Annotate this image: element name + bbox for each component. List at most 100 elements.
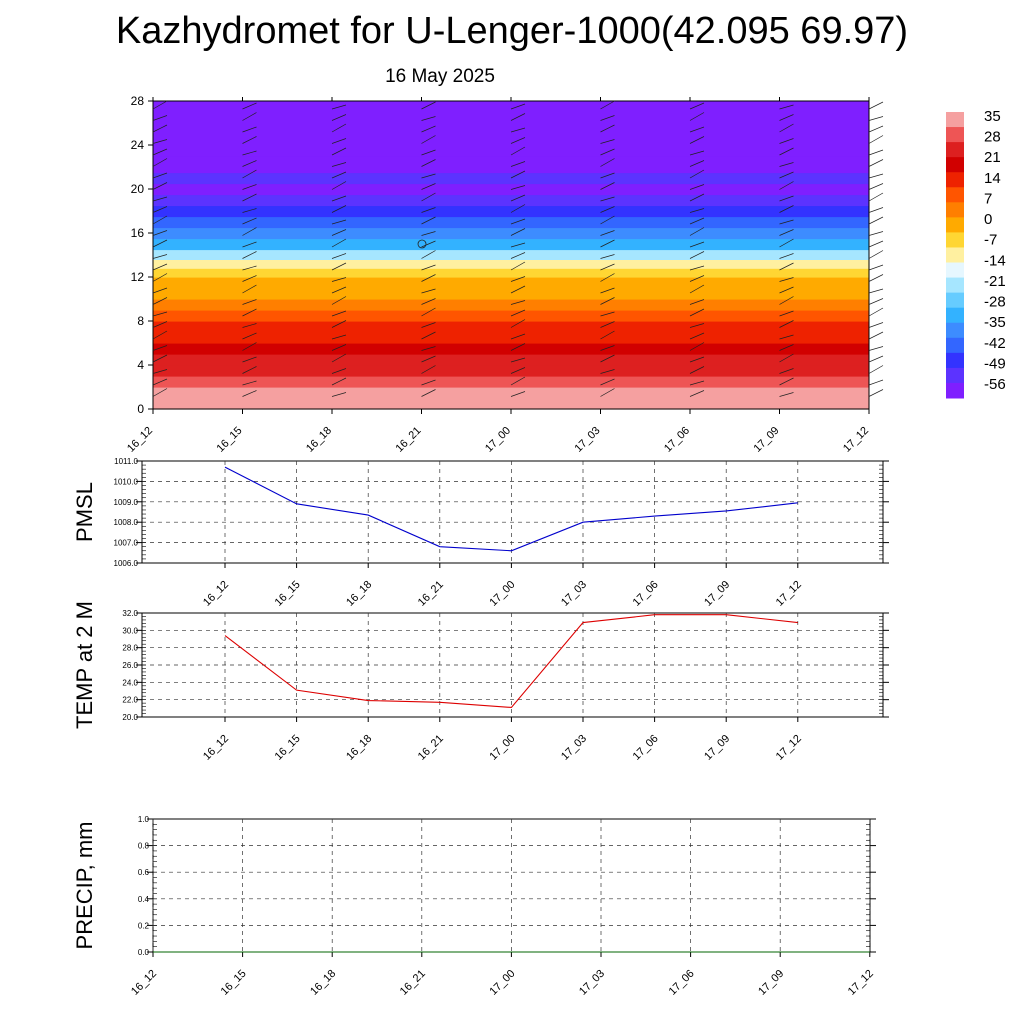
wind-barb <box>600 158 615 167</box>
wind-barb <box>600 148 615 156</box>
wind-barb <box>779 147 794 156</box>
heatmap-band <box>153 172 869 185</box>
y-tick-label: 1011.0 <box>114 457 138 466</box>
wind-barb <box>421 389 436 397</box>
wind-barb <box>689 112 705 121</box>
heatmap-band <box>153 194 869 207</box>
wind-barb <box>779 296 794 305</box>
colorbar-swatch <box>946 202 964 218</box>
colorbar-label: 0 <box>984 211 992 228</box>
wind-barb <box>152 273 168 282</box>
wind-barb <box>331 334 347 340</box>
wind-barb <box>779 368 794 374</box>
wind-barb <box>331 238 347 248</box>
wind-barb <box>242 323 257 328</box>
wind-barb <box>779 262 794 271</box>
heatmap-band <box>153 227 869 240</box>
wind-barb <box>421 192 436 202</box>
x-tick-label: 17_09 <box>702 579 732 609</box>
colorbar-swatch <box>946 382 964 399</box>
wind-barb <box>510 276 526 282</box>
wind-barb <box>421 116 436 121</box>
wind-barb <box>510 367 526 374</box>
wind-barb <box>331 138 347 144</box>
wind-barb <box>868 331 884 340</box>
temp-panel: 20.0 22.0 24.0 26.0 28.0 30.0 32.0 16_12 16_15 16… <box>72 601 889 763</box>
wind-barb <box>600 196 615 202</box>
wind-barb <box>779 181 794 190</box>
pmsl-panel: 1006.0 1007.0 1008.0 1009.0 1010.0 1011.0 16_1… <box>72 457 889 609</box>
wind-barb <box>421 125 436 133</box>
wind-barb <box>331 344 347 351</box>
wind-barb <box>421 288 436 294</box>
wind-barb <box>152 239 168 248</box>
y-tick-label: 24 <box>131 138 145 152</box>
wind-barb <box>331 205 347 213</box>
wind-barb <box>331 195 347 202</box>
wind-barb <box>152 311 168 317</box>
wind-barb <box>421 298 436 305</box>
wind-barb <box>152 297 168 305</box>
y-tick-label: 8 <box>137 314 144 328</box>
wind-barb <box>510 285 526 294</box>
wind-barb <box>689 308 705 317</box>
wind-barb <box>152 230 168 236</box>
wind-barb <box>242 299 257 305</box>
y-tick-label: 1006.0 <box>114 559 139 568</box>
wind-barb <box>421 240 436 248</box>
wind-barb <box>600 115 615 121</box>
x-tick-label: 16_15 <box>273 579 303 609</box>
wind-barb <box>868 231 884 236</box>
wind-barb <box>600 330 615 340</box>
x-tick-label: 16_18 <box>344 733 374 763</box>
heatmap-band <box>153 249 869 260</box>
wind-barb <box>242 102 257 110</box>
wind-barb <box>779 334 794 340</box>
y-tick-label: 0.2 <box>138 921 150 930</box>
wind-barb <box>242 332 257 340</box>
y-tick-label: 1010.0 <box>114 477 139 486</box>
wind-barb <box>242 356 257 363</box>
y-tick-label: 32.0 <box>122 609 138 618</box>
colorbar-label: -21 <box>984 273 1006 290</box>
wind-barb <box>600 172 615 179</box>
colorbar-swatch <box>946 187 964 203</box>
wind-barb <box>510 218 526 225</box>
wind-barb <box>421 307 436 317</box>
wind-barb <box>510 391 526 397</box>
colorbar-swatch <box>946 262 964 279</box>
wind-barb <box>510 204 526 213</box>
wind-barb <box>779 310 794 317</box>
wind-barb <box>152 287 168 294</box>
colorbar-swatch <box>946 292 964 309</box>
wind-barb <box>779 253 794 259</box>
wind-barb <box>868 101 884 110</box>
x-tick-label: 16_21 <box>416 579 446 609</box>
wind-barb <box>152 206 168 213</box>
wind-barb <box>600 263 615 271</box>
wind-barb <box>779 195 794 202</box>
x-tick-label: 16_18 <box>344 579 374 609</box>
wind-barb <box>242 160 257 167</box>
wind-barb <box>868 250 884 259</box>
wind-barb <box>868 125 884 133</box>
y-tick-label: 0.4 <box>138 895 150 904</box>
wind-barb <box>242 150 257 156</box>
x-tick-label: 17_03 <box>559 733 589 763</box>
wind-barb <box>689 208 705 213</box>
wind-barb <box>331 377 347 386</box>
x-tick-label: 17_00 <box>487 579 517 609</box>
wind-barb <box>152 215 168 225</box>
wind-barb <box>152 321 168 328</box>
y-tick-label: 28.0 <box>122 644 138 653</box>
wind-barb <box>331 181 347 190</box>
wind-barb <box>510 357 526 363</box>
wind-barb <box>242 308 257 317</box>
wind-barb <box>242 169 257 179</box>
heatmap-band <box>153 376 869 388</box>
wind-barb <box>510 261 526 271</box>
panel-frame <box>141 460 884 564</box>
x-tick-label: 16_21 <box>398 968 428 998</box>
y-tick-label: 30.0 <box>122 626 138 635</box>
y-axis-label: PRECIP, mm <box>72 822 97 950</box>
